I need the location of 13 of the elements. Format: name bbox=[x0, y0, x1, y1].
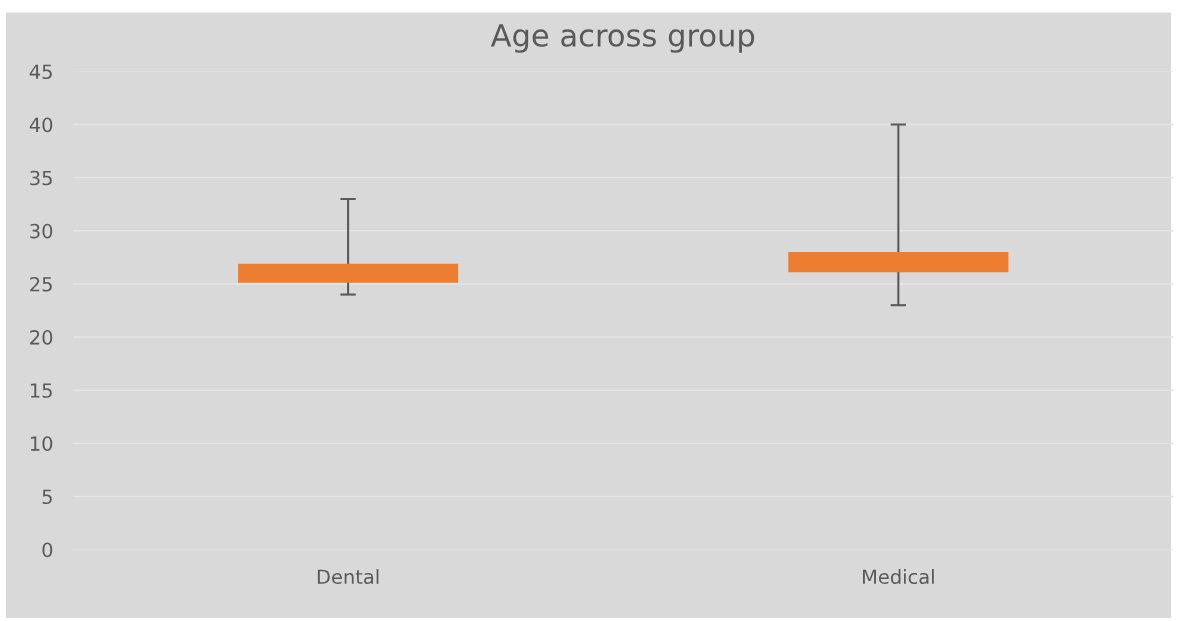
y-tick-label: 45 bbox=[29, 64, 52, 80]
y-tick-label: 30 bbox=[30, 223, 53, 239]
y-tick-label: 20 bbox=[30, 330, 53, 345]
y-tick-label: 10 bbox=[30, 436, 53, 451]
y-tick-label: 40 bbox=[29, 117, 53, 133]
chart-title: Age across group bbox=[490, 24, 755, 53]
y-tick-label: 0 bbox=[42, 542, 53, 558]
y-tick-label: 35 bbox=[30, 170, 52, 186]
x-tick-label: Medical bbox=[863, 569, 934, 585]
x-tick-label: Dental bbox=[317, 569, 379, 585]
y-tick-label: 15 bbox=[30, 383, 52, 398]
y-tick-label: 5 bbox=[42, 489, 52, 505]
y-tick-label: 25 bbox=[30, 276, 52, 292]
